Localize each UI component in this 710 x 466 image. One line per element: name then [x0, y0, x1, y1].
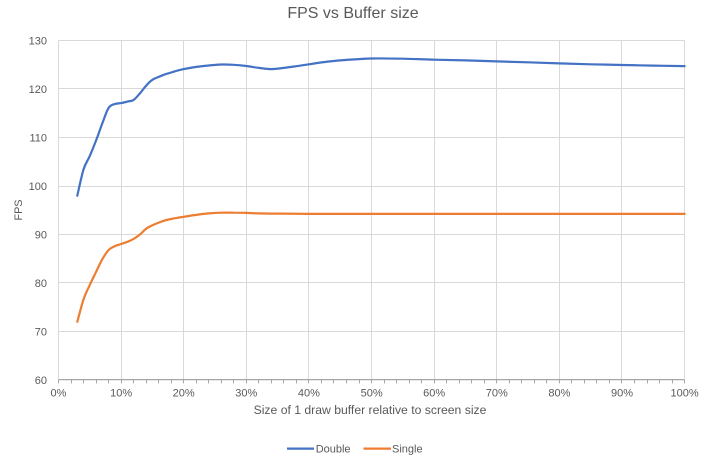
svg-text:20%: 20%: [173, 388, 195, 400]
svg-text:70: 70: [35, 327, 47, 339]
svg-text:90%: 90%: [611, 388, 633, 400]
svg-text:60%: 60%: [423, 388, 445, 400]
svg-text:70%: 70%: [486, 388, 508, 400]
svg-text:40%: 40%: [298, 388, 320, 400]
svg-text:Double: Double: [316, 443, 351, 455]
svg-text:80: 80: [35, 278, 47, 290]
svg-text:80%: 80%: [548, 388, 570, 400]
svg-text:Size of 1 draw buffer relative: Size of 1 draw buffer relative to screen…: [254, 403, 487, 417]
svg-text:10%: 10%: [110, 388, 132, 400]
svg-text:100%: 100%: [671, 388, 699, 400]
svg-text:0%: 0%: [51, 388, 67, 400]
svg-text:90: 90: [35, 230, 47, 242]
svg-text:130: 130: [29, 36, 47, 48]
svg-text:FPS vs Buffer size: FPS vs Buffer size: [287, 5, 418, 22]
svg-text:50%: 50%: [361, 388, 383, 400]
svg-text:Single: Single: [392, 443, 423, 455]
svg-text:30%: 30%: [235, 388, 257, 400]
svg-text:60: 60: [35, 375, 47, 387]
svg-text:FPS: FPS: [13, 200, 25, 221]
svg-text:120: 120: [29, 84, 47, 96]
svg-text:100: 100: [29, 181, 47, 193]
svg-text:110: 110: [29, 133, 47, 145]
